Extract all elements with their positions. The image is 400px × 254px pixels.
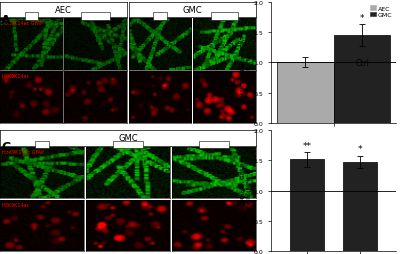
Y-axis label: H3K9K14ac in GFAP+
cells (MFI): H3K9K14ac in GFAP+ cells (MFI)	[242, 158, 252, 225]
Text: H3K9K14ac: H3K9K14ac	[2, 202, 30, 207]
Bar	[334, 36, 390, 123]
Text: AEC: AEC	[55, 6, 72, 15]
Text: Ctrl: Ctrl	[26, 14, 37, 19]
Text: *: *	[360, 13, 364, 22]
Text: GMC: GMC	[118, 134, 138, 143]
Text: **: **	[302, 141, 311, 150]
Bar	[343, 162, 377, 251]
Text: H3K9K14ac GFAP: H3K9K14ac GFAP	[2, 149, 44, 154]
Text: *: *	[358, 145, 362, 154]
Text: Ctrl: Ctrl	[154, 14, 166, 19]
Text: LPS 48 h: LPS 48 h	[114, 142, 142, 148]
Text: LPS 72 h: LPS 72 h	[201, 142, 228, 148]
Text: H3K9K14ac: H3K9K14ac	[1, 74, 30, 79]
Bar	[277, 63, 334, 123]
Legend: AEC, GMC: AEC, GMC	[370, 6, 393, 19]
Y-axis label: H3K9K14ac in GFAP+
cells (MFI): H3K9K14ac in GFAP+ cells (MFI)	[242, 29, 252, 96]
Text: LPS 24h: LPS 24h	[212, 14, 237, 19]
Text: C: C	[2, 141, 10, 154]
Text: D: D	[234, 113, 244, 126]
Text: GMC: GMC	[183, 6, 202, 15]
Bar	[290, 160, 324, 251]
Text: A: A	[1, 14, 11, 27]
Text: H3K9K14ac GFAP: H3K9K14ac GFAP	[1, 21, 43, 26]
Text: Ctrl: Ctrl	[36, 142, 48, 148]
Text: Ctrl: Ctrl	[356, 58, 370, 68]
Text: LPS 24 h: LPS 24 h	[82, 14, 109, 19]
